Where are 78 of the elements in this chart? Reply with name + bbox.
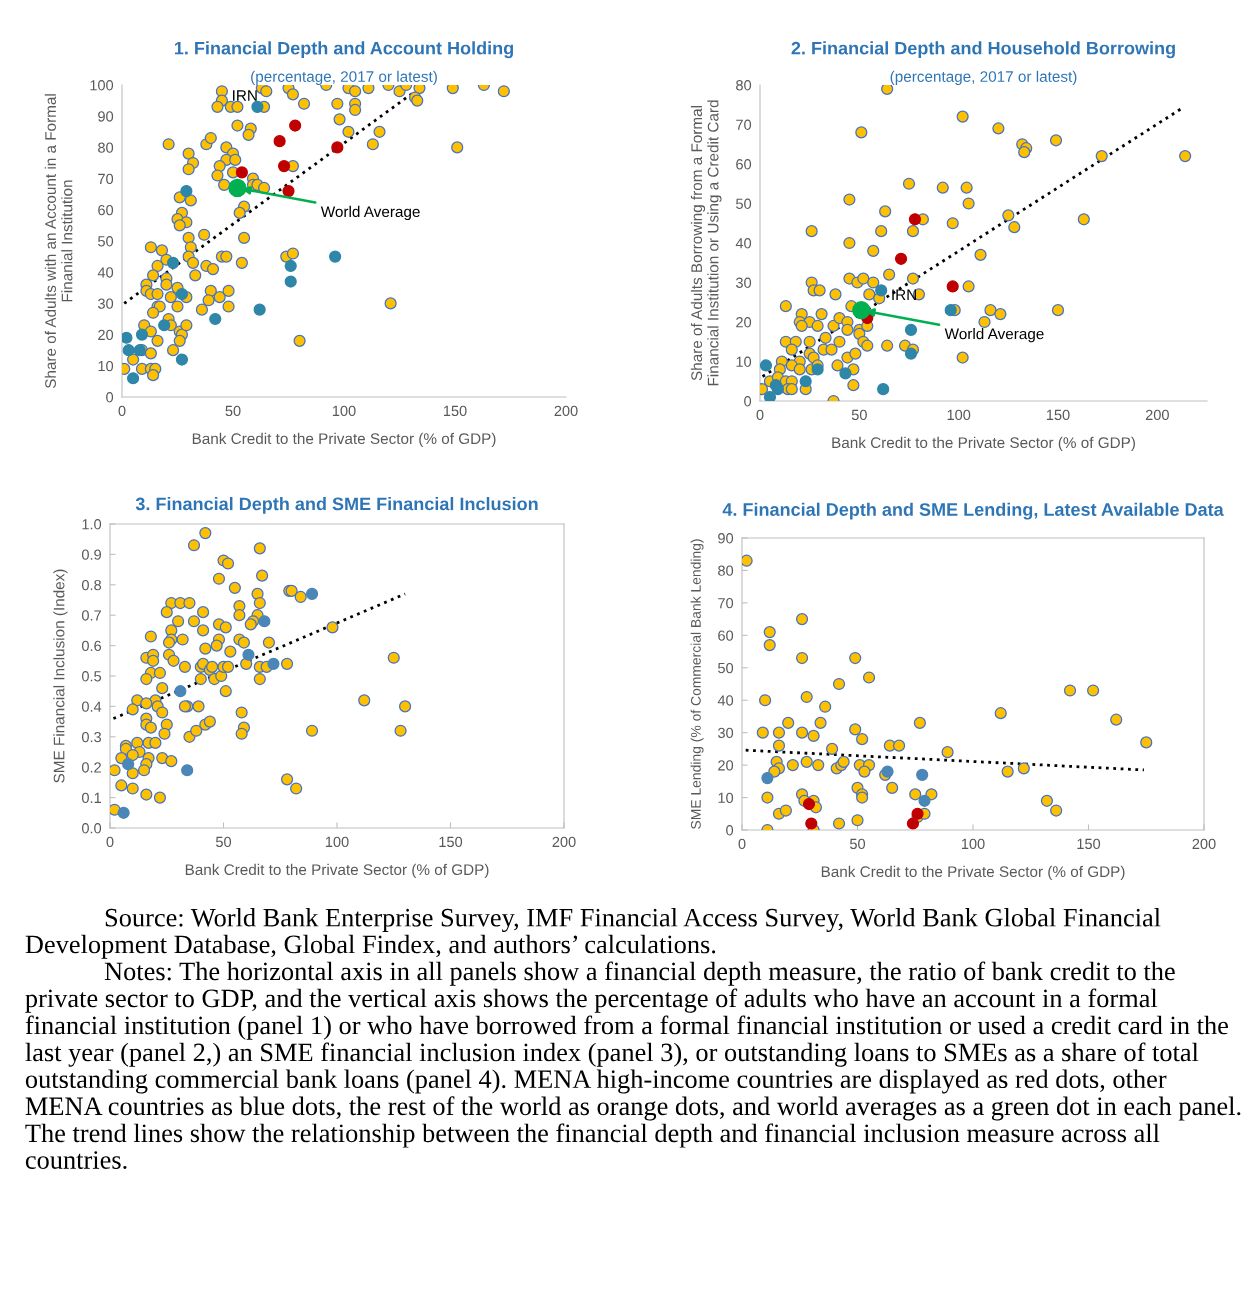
y-axis-title: Share of Adults Borrowing from a Formal Financial Institution or Using a Credit Card — [690, 100, 722, 386]
y-tick-label: 80 — [98, 142, 114, 153]
chart-title: 1. Financial Depth and Account Holding — [174, 41, 513, 59]
y-tick-label: 60 — [736, 159, 752, 170]
y-tick-label: 0.9 — [81, 549, 101, 560]
annotation: World Average — [944, 328, 1044, 343]
y-tick-label: 20 — [736, 317, 752, 328]
x-axis-title: Bank Credit to the Private Sector (% of GDP) — [821, 865, 1125, 881]
y-tick-label: 0 — [106, 392, 114, 403]
y-tick-label: 100 — [90, 80, 114, 91]
x-tick-label: 100 — [325, 836, 349, 848]
x-tick-label: 50 — [851, 409, 867, 421]
y-tick-label: 50 — [98, 236, 114, 247]
chart-title: 4. Financial Depth and SME Lending, Latest Available Data — [722, 502, 1224, 520]
y-tick-label: 90 — [98, 111, 114, 122]
y-tick-label: 90 — [718, 533, 734, 544]
source-note: Source: World Bank Enterprise Survey, IMF Financial Access Survey, World Bank Global Financial Development Database, Global Findex, and authors’ calculations. — [25, 908, 1161, 959]
y-tick-label: 10 — [718, 792, 734, 803]
x-tick-label: 100 — [332, 405, 356, 417]
x-axis-title: Bank Credit to the Private Sector (% of GDP) — [832, 436, 1135, 452]
y-tick-label: 30 — [718, 727, 734, 739]
x-tick-label: 150 — [439, 836, 463, 848]
x-tick-label: 200 — [552, 836, 576, 848]
y-tick-label: 0.7 — [81, 610, 101, 621]
y-tick-label: 20 — [718, 760, 734, 771]
y-tick-label: 40 — [735, 238, 752, 249]
chart-subtitle: (percentage, 2017 or latest) — [251, 70, 437, 85]
text: Notes: The horizontal axis in all panels show a financial depth measure, the ratio of bank credit to the private sector to GDP, and the vertical axis shows the percentage of adults who have an account in a formal financial institution (panel 1) or who have borrowed from a formal financial institution or used a credit card in the last year (panel 2,) an SME financial inclusion index (panel 3), or outstanding loans to SMEs as a share of total outstanding commercial bank loans (panel 4). MENA high-income countries are displayed as red dots, other MENA countries as blue dots, the rest of the world as orange dots, and world averages as a green dot in each panel. The trend lines show the relationship between the financial depth and financial inclusion measure across all countries. — [25, 961, 1241, 1170]
y-axis-title: SME Financial Inclusion (Index) — [53, 569, 68, 783]
x-tick-label: 150 — [1046, 409, 1070, 421]
x-axis-title: Bank Credit to the Private Sector (% of GDP) — [185, 863, 489, 879]
y-axis-title: SME Lending (% of Commercial Bank Lending) — [690, 539, 704, 829]
y-tick-label: 0.1 — [81, 792, 101, 804]
y-tick-label: 10 — [736, 356, 752, 367]
x-tick-label: 0 — [118, 405, 126, 417]
y-tick-label: 80 — [736, 80, 752, 91]
x-tick-label: 100 — [947, 409, 971, 421]
y-tick-label: 1.0 — [82, 519, 102, 530]
y-tick-label: 0 — [726, 825, 734, 836]
y-tick-label: 70 — [718, 597, 734, 609]
chart-title: 3. Financial Depth and SME Financial Inclusion — [135, 497, 538, 514]
x-tick-label: 50 — [225, 405, 241, 417]
y-tick-label: 50 — [736, 198, 752, 209]
x-tick-label: 200 — [1145, 409, 1169, 421]
chart-subtitle: (percentage, 2017 or latest) — [890, 70, 1077, 85]
x-tick-label: 0 — [756, 409, 764, 421]
y-tick-label: 0.8 — [81, 579, 102, 591]
y-tick-label: 70 — [736, 119, 752, 130]
y-tick-label: 40 — [717, 695, 734, 706]
y-tick-label: 0.2 — [81, 762, 101, 773]
y-tick-label: 30 — [98, 298, 114, 309]
y-tick-label: 70 — [98, 173, 114, 185]
y-tick-label: 0.6 — [81, 640, 102, 652]
chart-title: 2. Financial Depth and Household Borrowing — [791, 41, 1175, 59]
x-tick-label: 150 — [1077, 838, 1101, 850]
y-tick-label: 80 — [718, 565, 734, 576]
x-tick-label: 50 — [849, 838, 866, 850]
y-tick-label: 0.5 — [81, 671, 102, 682]
y-tick-label: 60 — [718, 630, 734, 641]
x-tick-label: 100 — [961, 838, 985, 850]
annotation: IRN — [233, 90, 257, 101]
x-tick-label: 200 — [554, 405, 578, 417]
y-tick-label: 50 — [718, 662, 734, 674]
x-axis-title: Bank Credit to the Private Sector (% of GDP) — [192, 432, 496, 448]
y-tick-label: 0.3 — [81, 731, 102, 743]
annotation: World Average — [320, 205, 420, 221]
y-tick-label: 0.4 — [81, 701, 102, 712]
y-axis-title: Share of Adults with an Account in a Formal Finanial Institution — [44, 94, 73, 389]
x-tick-label: 50 — [215, 836, 232, 848]
y-tick-label: 20 — [98, 329, 114, 341]
x-tick-label: 200 — [1192, 838, 1216, 850]
y-tick-label: 60 — [98, 204, 114, 216]
x-tick-label: 150 — [443, 405, 467, 417]
y-tick-label: 0.0 — [81, 823, 102, 834]
y-tick-label: 10 — [98, 360, 114, 372]
y-tick-label: 0 — [744, 396, 752, 407]
y-tick-label: 40 — [97, 267, 114, 278]
y-tick-label: 30 — [736, 277, 752, 288]
